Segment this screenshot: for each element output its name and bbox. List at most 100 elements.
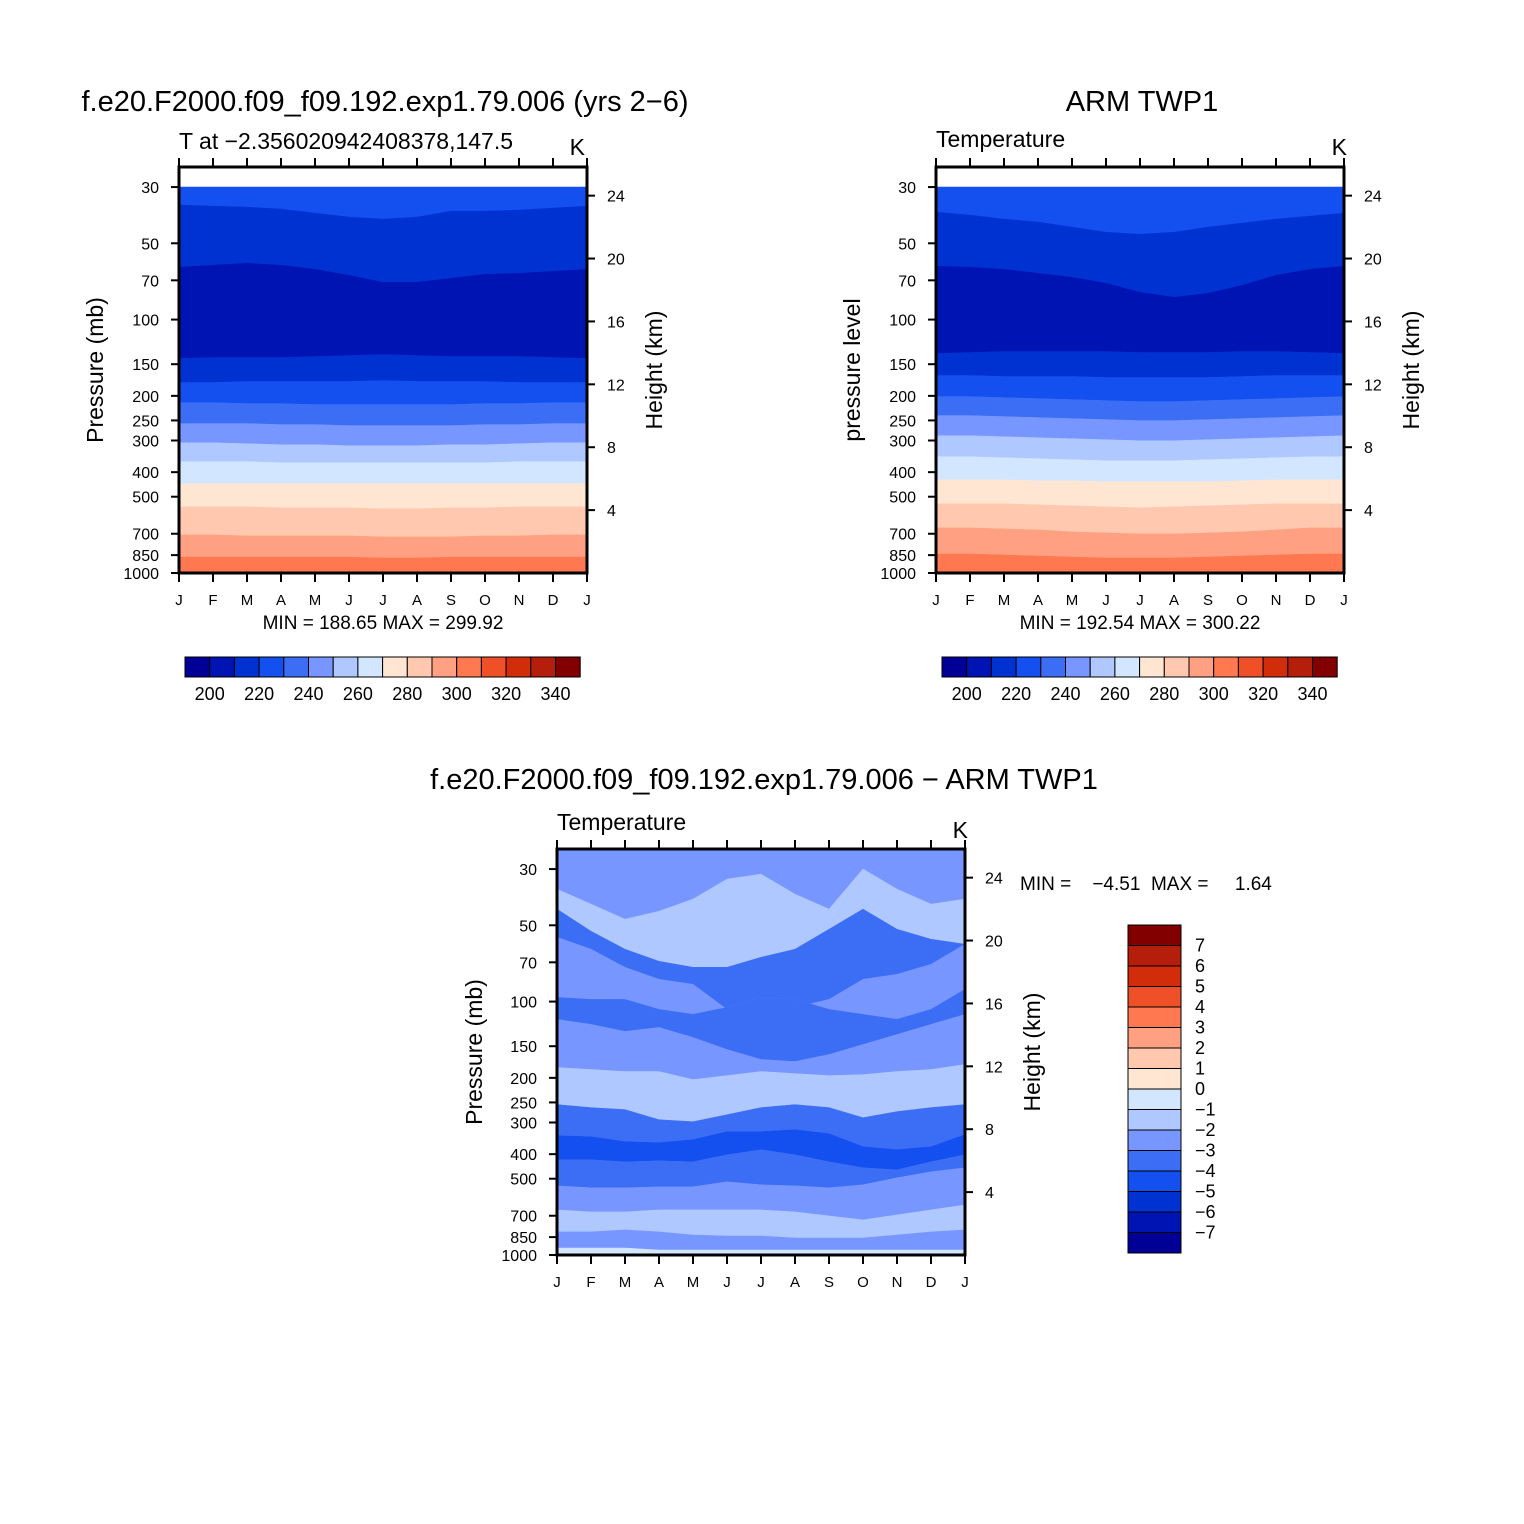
month-label: D	[1305, 592, 1316, 609]
colorbar-swatch	[990, 656, 1017, 678]
colorbar-swatch	[1040, 656, 1067, 678]
month-label: J	[1136, 592, 1144, 609]
pressure-tick-label: 100	[510, 995, 537, 1012]
month-label: J	[553, 1274, 561, 1291]
colorbar-swatch	[184, 656, 211, 678]
pressure-tick-label: 200	[132, 389, 159, 406]
pressure-tick-label: 1000	[123, 566, 159, 583]
pressure-tick-label: 50	[141, 236, 159, 253]
colorbar-swatch	[1127, 1170, 1182, 1192]
arm-y-axis-label: pressure level	[839, 298, 865, 441]
pressure-tick-label: 500	[889, 490, 916, 507]
month-label: M	[241, 592, 254, 609]
colorbar-swatch	[480, 656, 507, 678]
colorbar-swatch	[1163, 656, 1190, 678]
height-tick-label: 20	[985, 934, 1003, 951]
contour-band	[178, 402, 588, 426]
height-tick-label: 8	[1364, 440, 1373, 457]
month-label: D	[548, 592, 559, 609]
month-label: A	[1169, 592, 1179, 609]
pressure-tick-label: 850	[132, 548, 159, 565]
difference-panel-subtitle: Temperature	[557, 809, 686, 835]
month-label: A	[790, 1274, 800, 1291]
height-tick-label: 4	[607, 503, 616, 520]
colorbar-swatch	[406, 656, 433, 678]
pressure-tick-label: 70	[898, 273, 916, 290]
arm-colorbar: 200 220 240 260 280 300 320 340	[941, 656, 1338, 704]
month-label: J	[961, 1274, 969, 1291]
month-label: O	[1236, 592, 1248, 609]
contour-band	[935, 456, 1345, 483]
colorbar-swatch	[1237, 656, 1264, 678]
colorbar-swatch	[1127, 1232, 1182, 1254]
pressure-tick-label: 100	[132, 313, 159, 330]
pressure-tick-label: 70	[141, 273, 159, 290]
colorbar-label: 7	[1195, 936, 1205, 956]
colorbar-swatch	[283, 656, 310, 678]
contour-band	[178, 354, 588, 383]
model-panel-subtitle: T at −2.356020942408378,147.5	[179, 128, 513, 154]
height-tick-label: 24	[607, 189, 625, 206]
colorbar-label: 220	[244, 684, 274, 704]
pressure-tick-label: 1000	[501, 1248, 537, 1265]
month-label: J	[583, 592, 591, 609]
pressure-tick-label: 500	[132, 490, 159, 507]
colorbar-label: 260	[1100, 684, 1130, 704]
colorbar-label: 300	[1199, 684, 1229, 704]
month-label: J	[1102, 592, 1110, 609]
colorbar-swatch	[555, 656, 581, 678]
colorbar-swatch	[1127, 1006, 1182, 1028]
colorbar-swatch	[1127, 924, 1182, 946]
height-tick-label: 8	[607, 440, 616, 457]
arm-right-axis-label: Height (km)	[1398, 311, 1424, 430]
colorbar-swatch	[1287, 656, 1313, 678]
colorbar-label: 340	[540, 684, 570, 704]
colorbar-swatch	[1114, 656, 1141, 678]
pressure-tick-label: 300	[889, 433, 916, 450]
pressure-tick-label: 150	[889, 357, 916, 374]
month-label: A	[654, 1274, 664, 1291]
month-label: M	[998, 592, 1011, 609]
pressure-tick-label: 30	[898, 180, 916, 197]
height-tick-label: 16	[1364, 314, 1382, 331]
difference-min-max: MIN = −4.51 MAX = 1.64	[1020, 874, 1272, 895]
pressure-tick-label: 100	[889, 313, 916, 330]
month-label: O	[479, 592, 491, 609]
pressure-tick-label: 700	[889, 527, 916, 544]
month-label: J	[723, 1274, 731, 1291]
difference-y-axis-label: Pressure (mb)	[461, 979, 487, 1125]
month-label: S	[1203, 592, 1213, 609]
model-temperature-panel: f.e20.F2000.f09_f09.192.exp1.79.006 (yrs…	[81, 86, 688, 704]
model-colorbar: 200 220 240 260 280 300 320 340	[184, 656, 581, 704]
colorbar-swatch	[332, 656, 359, 678]
pressure-tick-label: 250	[510, 1095, 537, 1112]
colorbar-label: 5	[1195, 977, 1205, 997]
pressure-tick-label: 150	[510, 1039, 537, 1056]
pressure-tick-label: 500	[510, 1172, 537, 1189]
colorbar-swatch	[1127, 1027, 1182, 1049]
colorbar-label: 200	[952, 684, 982, 704]
height-tick-label: 16	[985, 996, 1003, 1013]
colorbar-label: 3	[1195, 1018, 1205, 1038]
arm-panel-title: ARM TWP1	[1066, 86, 1219, 118]
model-right-axis-label: Height (km)	[641, 311, 667, 430]
colorbar-swatch	[1127, 1150, 1182, 1172]
month-label: M	[687, 1274, 700, 1291]
model-y-axis-label: Pressure (mb)	[82, 297, 108, 443]
colorbar-swatch	[1127, 1088, 1182, 1110]
month-label: F	[965, 592, 974, 609]
height-tick-label: 20	[607, 252, 625, 269]
month-label: M	[1066, 592, 1079, 609]
arm-temperature-panel: ARM TWP1 Temperature K J F M A M J J A S O N D J 30 50…	[839, 86, 1424, 704]
pressure-tick-label: 300	[132, 433, 159, 450]
contour-band	[178, 442, 588, 463]
height-tick-label: 24	[1364, 189, 1382, 206]
colorbar-label: 240	[293, 684, 323, 704]
colorbar-label: 320	[491, 684, 521, 704]
colorbar-swatch	[1127, 1109, 1182, 1131]
month-label: J	[1340, 592, 1348, 609]
contour-band	[178, 461, 588, 485]
month-label: J	[757, 1274, 765, 1291]
